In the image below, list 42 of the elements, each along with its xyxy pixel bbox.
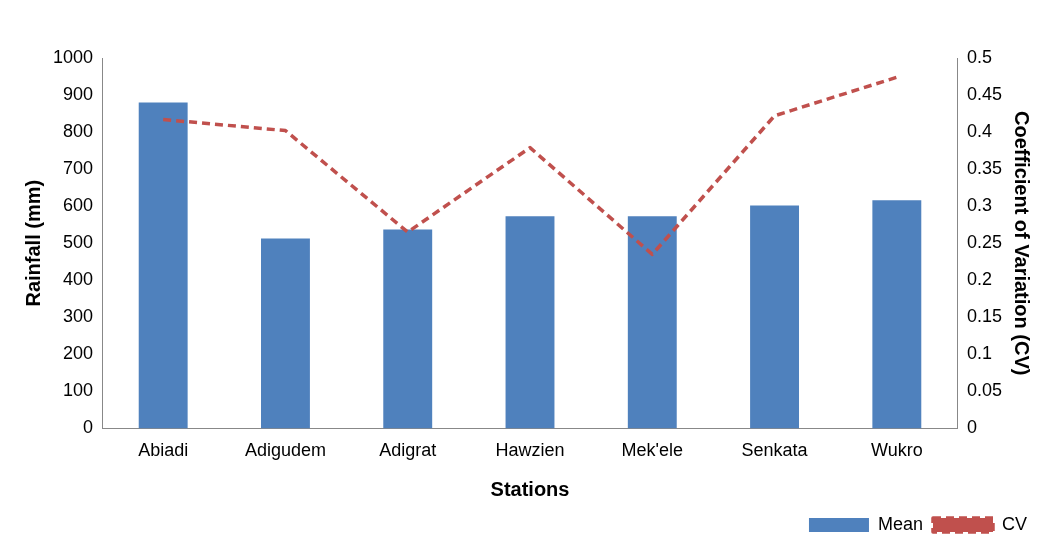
- legend-label: CV: [1002, 513, 1028, 534]
- x-tick-label: Senkata: [741, 440, 809, 461]
- y2-tick-label: 0.2: [966, 269, 992, 290]
- bar: [627, 216, 677, 429]
- x-tick-label: Mek'ele: [621, 440, 684, 461]
- y-tick-label: 400: [63, 269, 94, 290]
- y2-tick-label: 0.25: [966, 232, 1003, 253]
- bar: [383, 229, 433, 429]
- y-tick-label: 100: [63, 380, 94, 401]
- y-tick-label: 1000: [53, 46, 94, 67]
- y2-tick-label: 0.45: [966, 84, 1003, 105]
- legend-label: Mean: [877, 513, 923, 534]
- x-tick-label: Abiadi: [138, 440, 189, 461]
- x-tick-label: Adigudem: [244, 440, 326, 461]
- y-tick-label: 0: [83, 417, 94, 438]
- y2-tick-label: 0.1: [966, 343, 992, 364]
- y-axis-title: Rainfall (mm): [21, 179, 44, 307]
- y2-tick-label: 0.35: [966, 158, 1003, 179]
- line-series: [161, 75, 899, 257]
- y-tick-label: 600: [63, 195, 94, 216]
- y-tick-label: 300: [63, 306, 94, 327]
- bar: [505, 216, 555, 429]
- bar: [261, 238, 310, 429]
- y-tick-label: 500: [63, 232, 94, 253]
- bar: [138, 102, 188, 429]
- x-tick-label: Adigrat: [379, 440, 437, 461]
- y2-tick-label: 0.5: [966, 46, 992, 67]
- y2-tick-label: 0.15: [966, 306, 1003, 327]
- y2-tick-label: 0: [966, 417, 977, 438]
- y2-axis-title: Coefficient of Variation (CV): [1011, 110, 1034, 376]
- y-tick-label: 700: [63, 158, 94, 179]
- y2-tick-label: 0.05: [966, 380, 1003, 401]
- y-tick-label: 200: [63, 343, 94, 364]
- y2-tick-label: 0.3: [966, 195, 992, 216]
- x-axis-title: Stations: [490, 477, 570, 500]
- bar: [872, 200, 922, 429]
- bar: [750, 205, 800, 429]
- y-tick-label: 900: [63, 84, 94, 105]
- y-tick-label: 800: [63, 121, 94, 142]
- x-tick-label: Wukro: [870, 440, 923, 461]
- y2-tick-label: 0.4: [966, 121, 992, 142]
- x-tick-label: Hawzien: [495, 440, 565, 461]
